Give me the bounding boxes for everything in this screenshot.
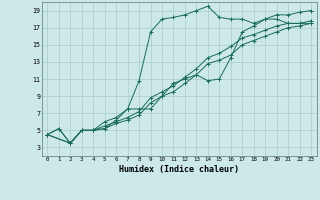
X-axis label: Humidex (Indice chaleur): Humidex (Indice chaleur)	[119, 165, 239, 174]
